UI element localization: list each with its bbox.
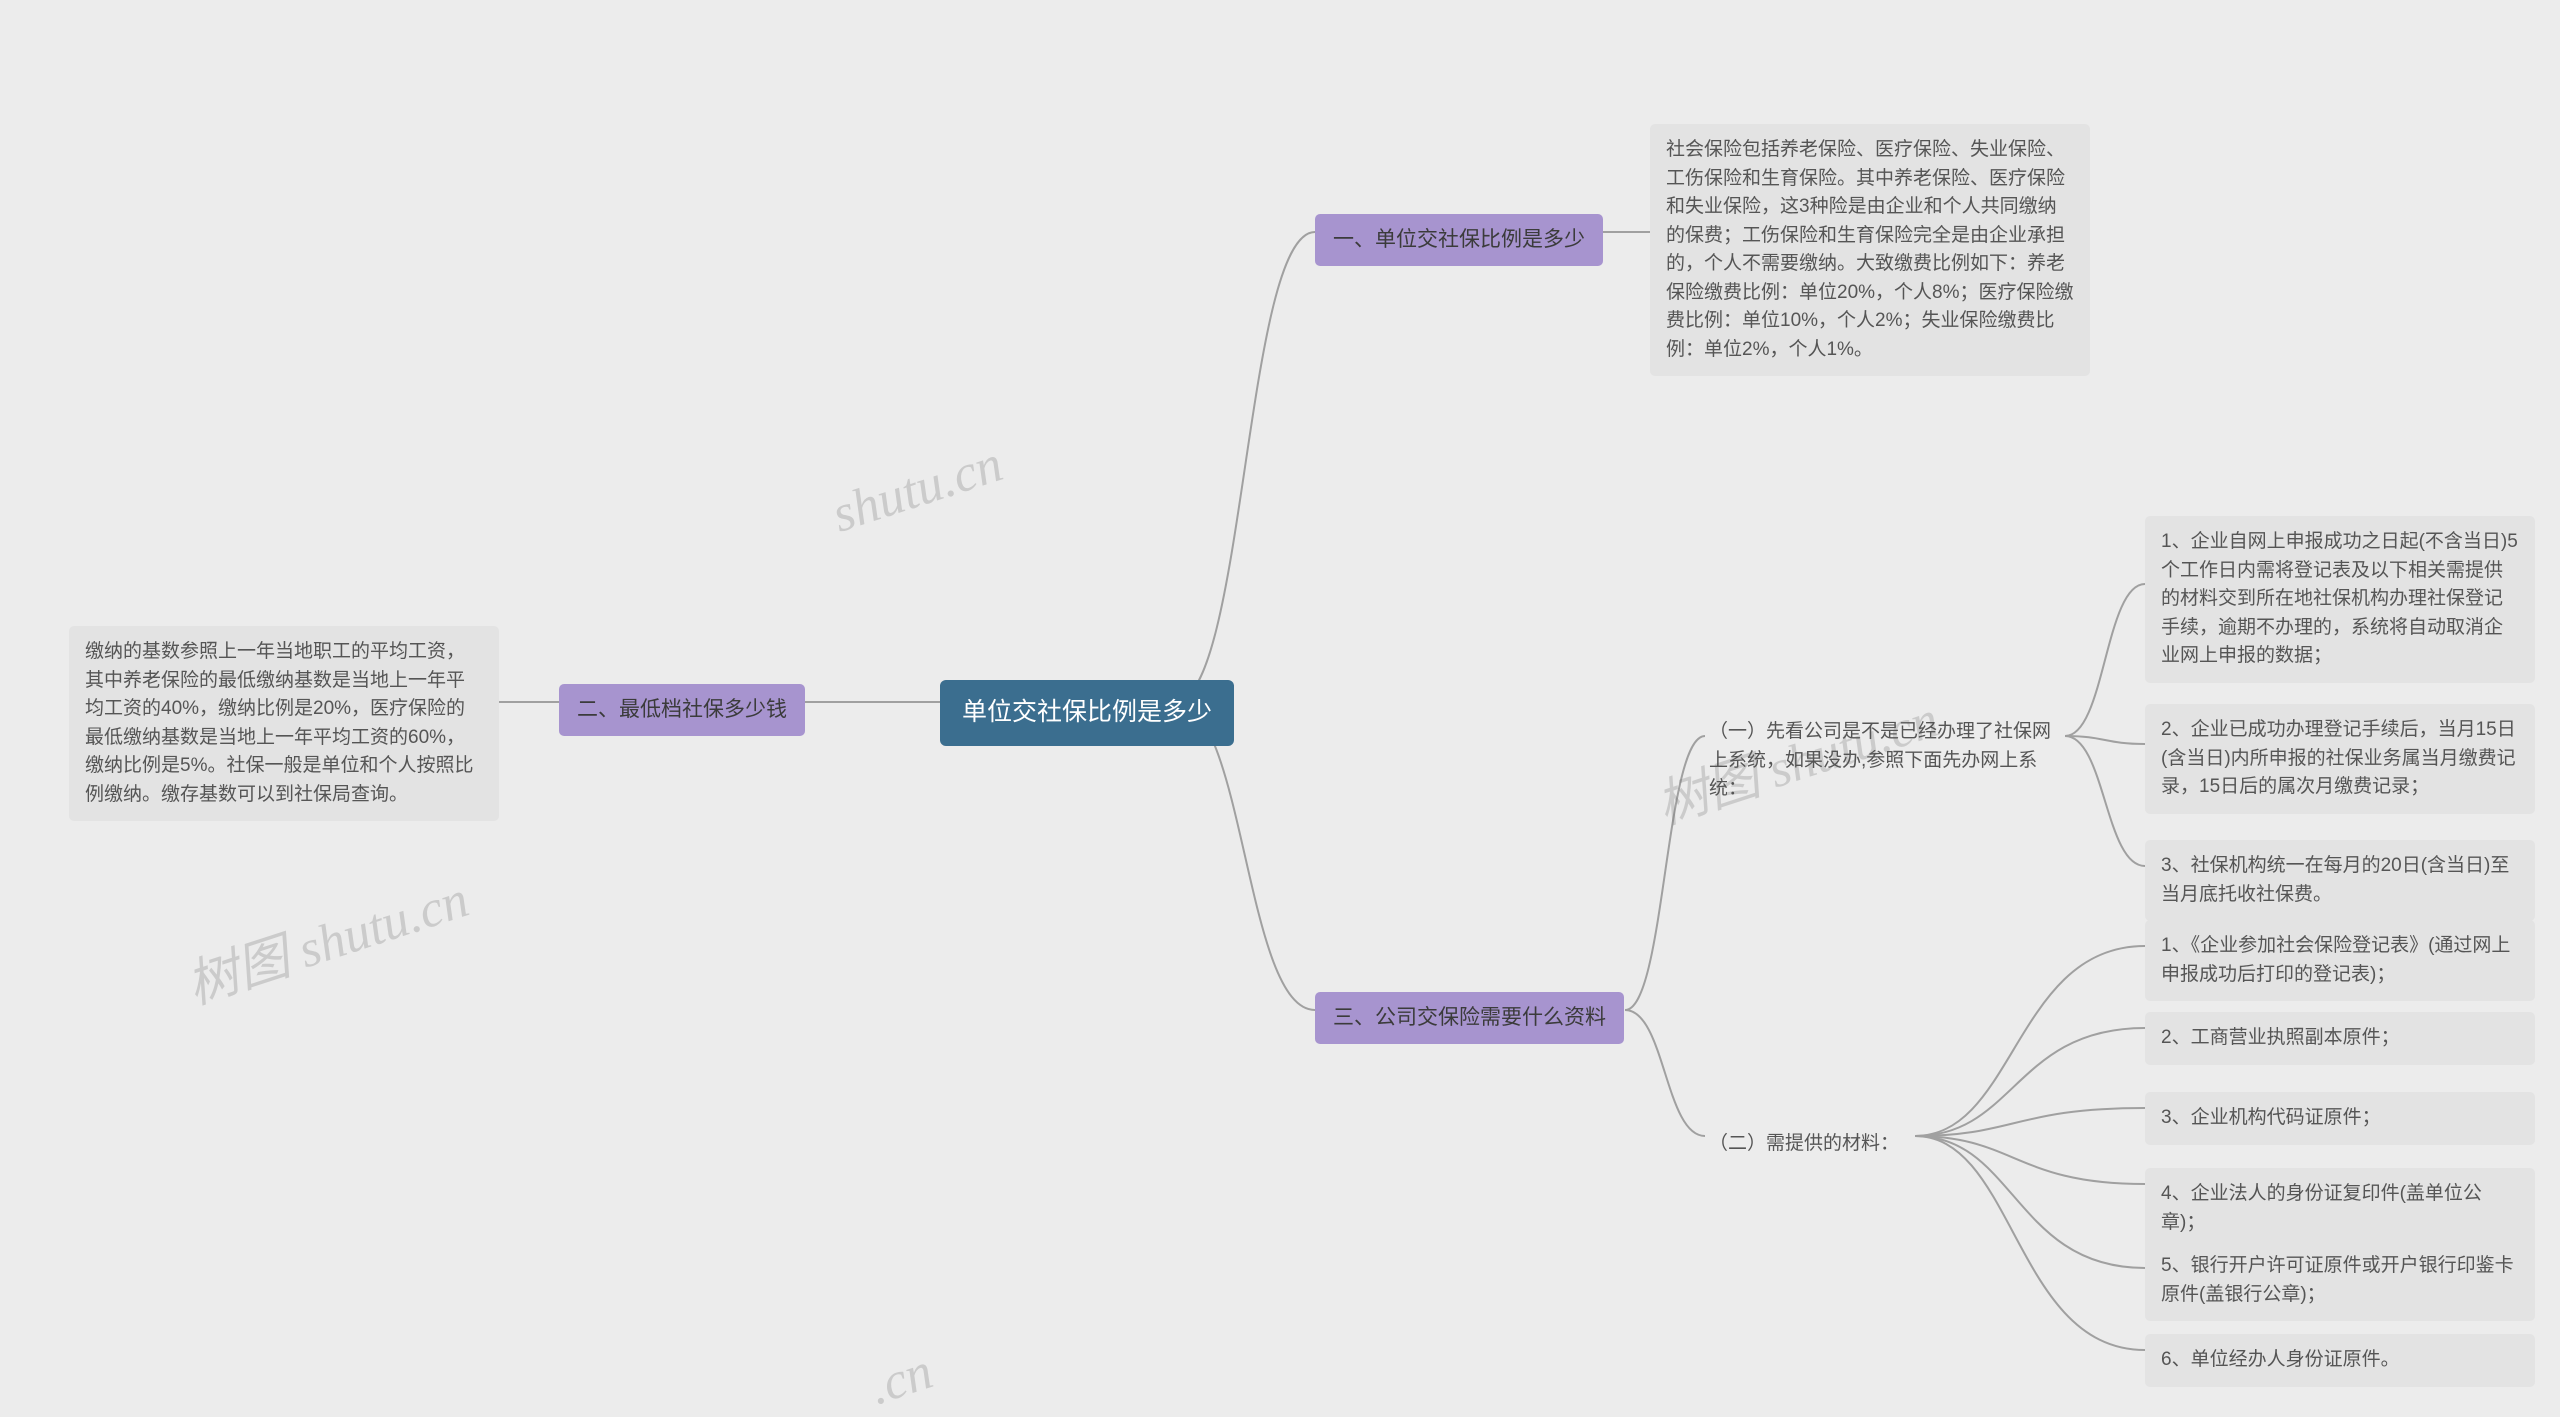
mindmap-root[interactable]: 单位交社保比例是多少 xyxy=(940,680,1234,746)
branch-2[interactable]: 二、最低档社保多少钱 xyxy=(559,684,805,736)
branch-3-sub2[interactable]: （二）需提供的材料： xyxy=(1705,1122,1915,1167)
branch-3-sub1[interactable]: （一）先看公司是不是已经办理了社保网上系统，如果没办,参照下面先办网上系统： xyxy=(1705,710,2065,812)
watermark: .cn xyxy=(862,1342,939,1417)
branch-1[interactable]: 一、单位交社保比例是多少 xyxy=(1315,214,1603,266)
branch-3-sub2-item1: 1、《企业参加社会保险登记表》(通过网上申报成功后打印的登记表)； xyxy=(2145,920,2535,1001)
branch-2-detail: 缴纳的基数参照上一年当地职工的平均工资，其中养老保险的最低缴纳基数是当地上一年平… xyxy=(69,626,499,821)
branch-3[interactable]: 三、公司交保险需要什么资料 xyxy=(1315,992,1624,1044)
watermark: shutu.cn xyxy=(825,434,1009,544)
branch-3-sub1-item2: 2、企业已成功办理登记手续后，当月15日(含当日)内所申报的社保业务属当月缴费记… xyxy=(2145,704,2535,814)
branch-3-sub2-item4: 4、企业法人的身份证复印件(盖单位公章)； xyxy=(2145,1168,2535,1249)
branch-3-sub2-item2: 2、工商营业执照副本原件； xyxy=(2145,1012,2535,1065)
branch-3-sub2-item3: 3、企业机构代码证原件； xyxy=(2145,1092,2535,1145)
branch-3-sub2-item5: 5、银行开户许可证原件或开户银行印鉴卡原件(盖银行公章)； xyxy=(2145,1240,2535,1321)
branch-1-detail: 社会保险包括养老保险、医疗保险、失业保险、工伤保险和生育保险。其中养老保险、医疗… xyxy=(1650,124,2090,376)
branch-3-sub1-item1: 1、企业自网上申报成功之日起(不含当日)5个工作日内需将登记表及以下相关需提供的… xyxy=(2145,516,2535,683)
branch-3-sub1-item3: 3、社保机构统一在每月的20日(含当日)至当月底托收社保费。 xyxy=(2145,840,2535,921)
watermark: 树图 shutu.cn xyxy=(176,857,477,1018)
branch-3-sub2-item6: 6、单位经办人身份证原件。 xyxy=(2145,1334,2535,1387)
